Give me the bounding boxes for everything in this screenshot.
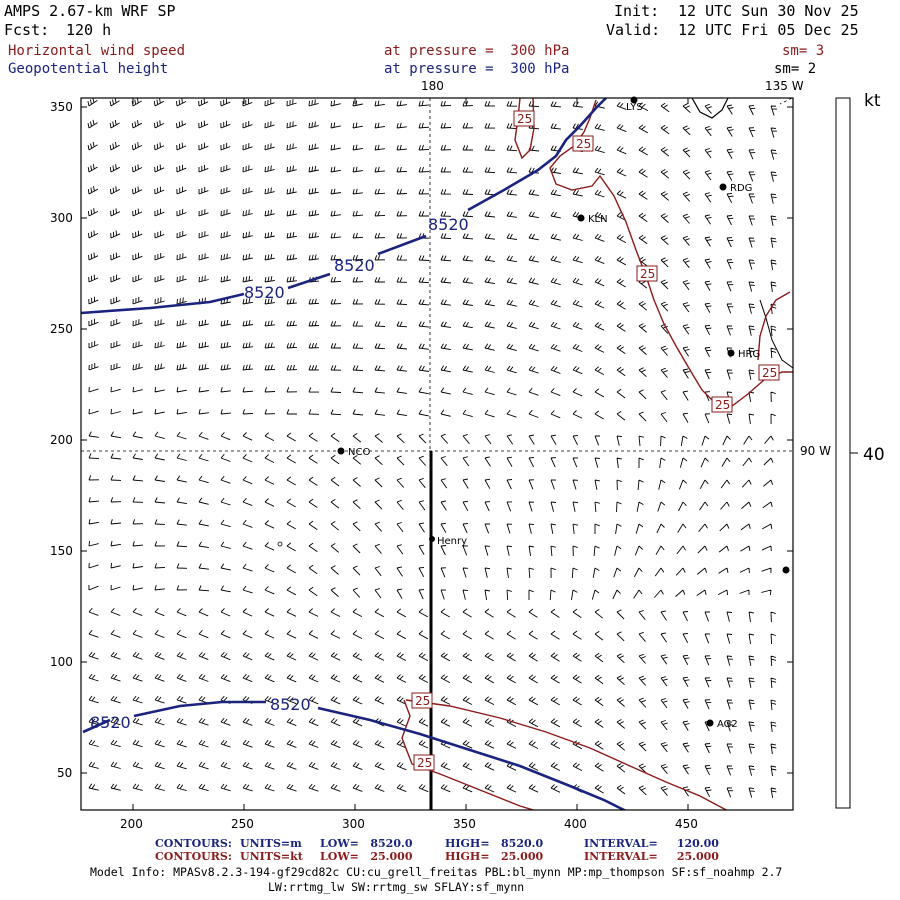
field2-smoothing: sm= 2 bbox=[774, 61, 817, 77]
svg-text:300: 300 bbox=[342, 817, 365, 831]
height-contour-label: 8520 bbox=[334, 256, 375, 275]
height-contour bbox=[467, 98, 607, 212]
meridian-label-180: 180 bbox=[421, 79, 444, 93]
valid-label: Valid: bbox=[606, 21, 661, 39]
height-contour bbox=[317, 706, 627, 810]
isotach-label-box: 25 bbox=[572, 135, 594, 152]
speed-contour-low: LOW= 25.000 bbox=[320, 850, 413, 863]
forecast-hour: 120 h bbox=[66, 21, 112, 39]
height-contour-low: LOW= 8520.0 bbox=[320, 837, 413, 850]
height-contour-units: UNITS=m bbox=[240, 837, 302, 850]
field1-name: Horizontal wind speed bbox=[8, 43, 186, 59]
meridian-label-90w: 90 W bbox=[800, 444, 831, 458]
svg-text:400: 400 bbox=[564, 817, 587, 831]
height-contour bbox=[82, 718, 111, 734]
isotach-label-box: 25 bbox=[711, 396, 733, 413]
height-contour-interval: INTERVAL= 120.00 bbox=[584, 837, 719, 850]
station-lys[interactable]: LYS bbox=[626, 96, 643, 114]
isotach-label-box: 25 bbox=[513, 110, 535, 127]
station-kln[interactable]: KLN bbox=[577, 214, 608, 225]
isotach-label: 25 bbox=[640, 267, 655, 281]
model-info-line1: Model Info: MPASv8.2.3-194-gf29cd82c CU:… bbox=[90, 865, 783, 879]
forecast-label: Fcst: bbox=[4, 21, 50, 39]
field1-level: at pressure = 300 hPa bbox=[384, 43, 570, 59]
field1-smoothing: sm= 3 bbox=[782, 43, 825, 59]
axis-ticks bbox=[81, 98, 793, 810]
height-contour-label: 8520 bbox=[428, 215, 469, 234]
y-axis-labels: 350 300 250 200 150 100 50 bbox=[50, 100, 73, 780]
height-contour bbox=[81, 292, 245, 315]
height-contour-label: 8520 bbox=[270, 695, 311, 714]
svg-text:Henry: Henry bbox=[437, 536, 467, 547]
svg-text:KLN: KLN bbox=[588, 214, 608, 225]
init-time: 12 UTC Sun 30 Nov 25 bbox=[678, 2, 859, 20]
svg-text:200: 200 bbox=[120, 817, 143, 831]
svg-text:250: 250 bbox=[50, 322, 73, 336]
model-title: AMPS 2.67-km WRF SP bbox=[4, 2, 176, 20]
coastline bbox=[759, 299, 793, 369]
colorbar-tick-label: 40 bbox=[863, 445, 885, 465]
height-contour bbox=[287, 272, 331, 290]
isotach-contour bbox=[757, 291, 791, 361]
isotach-label-box: 25 bbox=[636, 265, 658, 282]
speed-contour-units: UNITS=kt bbox=[240, 850, 303, 863]
pole-marker bbox=[277, 541, 283, 547]
isotach-label: 25 bbox=[762, 366, 777, 380]
isotach-label-box: 25 bbox=[411, 692, 433, 709]
station-marker[interactable] bbox=[782, 566, 790, 574]
field2-level: at pressure = 300 hPa bbox=[384, 61, 570, 77]
meridian-135w-line bbox=[779, 97, 793, 105]
svg-text:AG2: AG2 bbox=[717, 719, 738, 730]
init-label: Init: bbox=[614, 2, 660, 20]
speed-contour-high: HIGH= 25.000 bbox=[445, 850, 544, 863]
svg-text:RDG: RDG bbox=[730, 183, 752, 194]
svg-text:150: 150 bbox=[50, 544, 73, 558]
svg-text:100: 100 bbox=[50, 655, 73, 669]
station-nco[interactable]: NCO bbox=[337, 447, 371, 458]
svg-text:NCO: NCO bbox=[348, 447, 370, 458]
isotach-label: 25 bbox=[415, 694, 430, 708]
x-axis-labels: 200 250 300 350 400 450 bbox=[120, 817, 698, 831]
isotach-label: 25 bbox=[517, 112, 532, 126]
isotach-label: 25 bbox=[715, 398, 730, 412]
svg-text:350: 350 bbox=[50, 100, 73, 114]
height-contour-legend-label: CONTOURS: bbox=[155, 837, 232, 850]
svg-text:300: 300 bbox=[50, 211, 73, 225]
isotach-label: 25 bbox=[576, 137, 591, 151]
valid-time: 12 UTC Fri 05 Dec 25 bbox=[678, 21, 859, 39]
svg-text:450: 450 bbox=[675, 817, 698, 831]
meridian-label-135w: 135 W bbox=[765, 79, 804, 93]
svg-text:LYS: LYS bbox=[626, 102, 643, 113]
height-contour-high: HIGH= 8520.0 bbox=[445, 837, 544, 850]
coastline bbox=[691, 98, 729, 119]
svg-text:200: 200 bbox=[50, 433, 73, 447]
model-info-line2: LW:rrtmg_lw SW:rrtmg_sw SFLAY:sf_mynn bbox=[268, 880, 525, 894]
station-henry[interactable]: Henry bbox=[429, 536, 467, 547]
plot-frame bbox=[80, 97, 794, 811]
height-contour-label: 8520 bbox=[90, 713, 131, 732]
isotach-label-box: 25 bbox=[758, 364, 780, 381]
colorbar bbox=[835, 97, 851, 809]
svg-text:50: 50 bbox=[57, 766, 72, 780]
speed-contour-interval: INTERVAL= 25.000 bbox=[584, 850, 719, 863]
station-hrg[interactable]: HRG bbox=[727, 349, 761, 360]
height-contour-label: 8520 bbox=[244, 283, 285, 302]
station-rdg[interactable]: RDG bbox=[719, 183, 753, 194]
field2-name: Geopotential height bbox=[8, 61, 169, 77]
isotach-contour bbox=[405, 699, 728, 810]
speed-contour-legend-label: CONTOURS: bbox=[155, 850, 232, 863]
svg-text:350: 350 bbox=[453, 817, 476, 831]
isotach-label: 25 bbox=[417, 756, 432, 770]
colorbar-unit: kt bbox=[864, 91, 881, 111]
svg-text:HRG: HRG bbox=[738, 349, 760, 360]
station-ag2[interactable]: AG2 bbox=[706, 719, 738, 730]
svg-text:250: 250 bbox=[231, 817, 254, 831]
height-contour bbox=[133, 700, 266, 718]
height-contour bbox=[377, 234, 427, 256]
isotach-label-box: 25 bbox=[413, 754, 435, 771]
